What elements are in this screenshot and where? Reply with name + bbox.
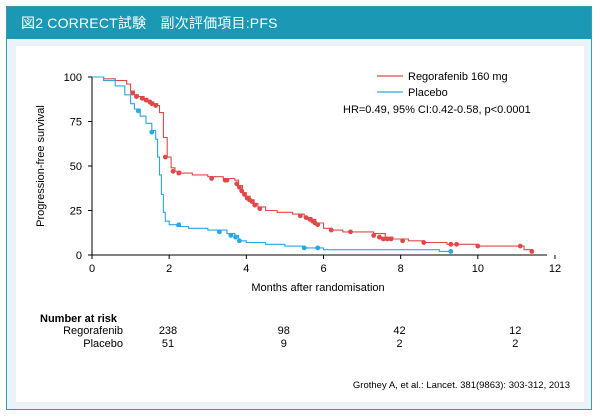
censor-mark-regorafenib bbox=[421, 240, 427, 245]
x-tick-label: 8 bbox=[398, 263, 404, 275]
figure-title: 図2 CORRECT試験 副次評価項目:PFS bbox=[7, 7, 591, 39]
censor-mark-regorafenib bbox=[384, 236, 390, 242]
x-tick-label: 2 bbox=[166, 263, 172, 275]
risk-row-label: Regorafenib bbox=[63, 325, 123, 337]
censor-mark-regorafenib bbox=[170, 168, 176, 174]
y-tick-label: 50 bbox=[70, 161, 82, 173]
censor-mark-regorafenib bbox=[328, 227, 334, 233]
y-tick-label: 75 bbox=[70, 117, 82, 129]
x-tick-label: 4 bbox=[243, 263, 249, 275]
censor-mark-regorafenib bbox=[130, 90, 135, 96]
censor-mark-placebo bbox=[149, 129, 155, 135]
censor-mark-regorafenib bbox=[448, 241, 454, 247]
censor-mark-regorafenib bbox=[475, 243, 481, 249]
censor-mark-regorafenib bbox=[149, 101, 155, 107]
censor-mark-regorafenib bbox=[388, 236, 394, 242]
x-tick-label: 6 bbox=[320, 263, 326, 275]
series-layer bbox=[92, 76, 535, 254]
censor-mark-regorafenib bbox=[224, 177, 230, 183]
censor-mark-regorafenib bbox=[143, 97, 149, 103]
y-tick-label: 100 bbox=[64, 72, 82, 84]
x-ticks: 0 2 4 6 8 10 12 bbox=[89, 255, 561, 275]
censor-mark-regorafenib bbox=[153, 103, 159, 108]
citation: Grothey A, et al.: Lancet. 381(9863): 30… bbox=[353, 380, 570, 391]
censor-mark-regorafenib bbox=[529, 249, 535, 254]
censor-mark-placebo bbox=[236, 238, 242, 244]
risk-cell: 9 bbox=[281, 338, 287, 350]
chart-panel bbox=[16, 46, 584, 402]
censor-mark-regorafenib bbox=[400, 238, 405, 244]
censor-mark-regorafenib bbox=[234, 181, 240, 187]
risk-cell: 42 bbox=[393, 325, 405, 337]
censor-mark-placebo bbox=[301, 245, 307, 251]
y-ticks: 0 25 50 75 100 bbox=[64, 72, 92, 262]
y-tick-label: 0 bbox=[76, 250, 82, 262]
censor-mark-placebo bbox=[233, 234, 238, 240]
censor-mark-placebo bbox=[228, 233, 234, 238]
series-line-placebo bbox=[92, 76, 451, 252]
censor-mark-regorafenib bbox=[297, 213, 303, 219]
censor-mark-regorafenib bbox=[377, 234, 382, 240]
censor-mark-regorafenib bbox=[348, 229, 353, 235]
censor-mark-regorafenib bbox=[517, 243, 523, 249]
y-tick-label: 25 bbox=[70, 206, 82, 218]
censor-mark-regorafenib bbox=[257, 206, 263, 212]
censor-mark-placebo bbox=[216, 229, 222, 235]
risk-row-label: Placebo bbox=[83, 338, 123, 350]
risk-cell: 238 bbox=[159, 325, 177, 337]
censor-mark-regorafenib bbox=[236, 184, 242, 190]
y-axis-label: Progression-free survival bbox=[35, 105, 47, 227]
risk-cell: 12 bbox=[509, 325, 521, 337]
x-tick-label: 0 bbox=[89, 263, 95, 275]
censor-mark-regorafenib bbox=[239, 188, 245, 194]
risk-cell: 2 bbox=[396, 338, 402, 350]
censor-mark-regorafenib bbox=[162, 154, 168, 160]
x-tick-label: 10 bbox=[472, 263, 484, 275]
censor-mark-regorafenib bbox=[139, 95, 145, 101]
censor-mark-regorafenib bbox=[176, 170, 182, 176]
censor-mark-regorafenib bbox=[315, 222, 321, 228]
risk-cell: 2 bbox=[512, 338, 518, 350]
censor-mark-regorafenib bbox=[371, 233, 377, 238]
risk-cell: 51 bbox=[162, 338, 174, 350]
censor-mark-regorafenib bbox=[242, 192, 247, 197]
legend: Regorafenib 160 mg Placebo bbox=[377, 71, 508, 99]
censor-mark-placebo bbox=[176, 222, 182, 228]
censor-mark-regorafenib bbox=[252, 202, 258, 208]
risk-cell: 98 bbox=[278, 325, 290, 337]
censor-mark-placebo bbox=[135, 108, 141, 114]
legend-label-regorafenib: Regorafenib 160 mg bbox=[408, 71, 508, 83]
censor-mark-regorafenib bbox=[303, 215, 309, 221]
risk-table-title: Number at risk bbox=[40, 313, 118, 325]
censor-mark-regorafenib bbox=[454, 241, 460, 247]
censor-mark-regorafenib bbox=[380, 236, 386, 242]
censor-mark-regorafenib bbox=[249, 199, 255, 205]
x-tick-label: 12 bbox=[549, 263, 561, 275]
censor-mark-placebo bbox=[448, 249, 454, 254]
hr-annotation: HR=0.49, 95% CI:0.42-0.58, p<0.0001 bbox=[343, 104, 531, 116]
censor-mark-placebo bbox=[315, 245, 321, 251]
legend-label-placebo: Placebo bbox=[408, 87, 448, 99]
risk-table: Regorafenib2389842123Placebo519220 bbox=[63, 325, 521, 350]
censor-mark-regorafenib bbox=[209, 176, 215, 181]
censor-mark-regorafenib bbox=[133, 94, 139, 99]
x-axis-label: Months after randomisation bbox=[251, 282, 384, 294]
